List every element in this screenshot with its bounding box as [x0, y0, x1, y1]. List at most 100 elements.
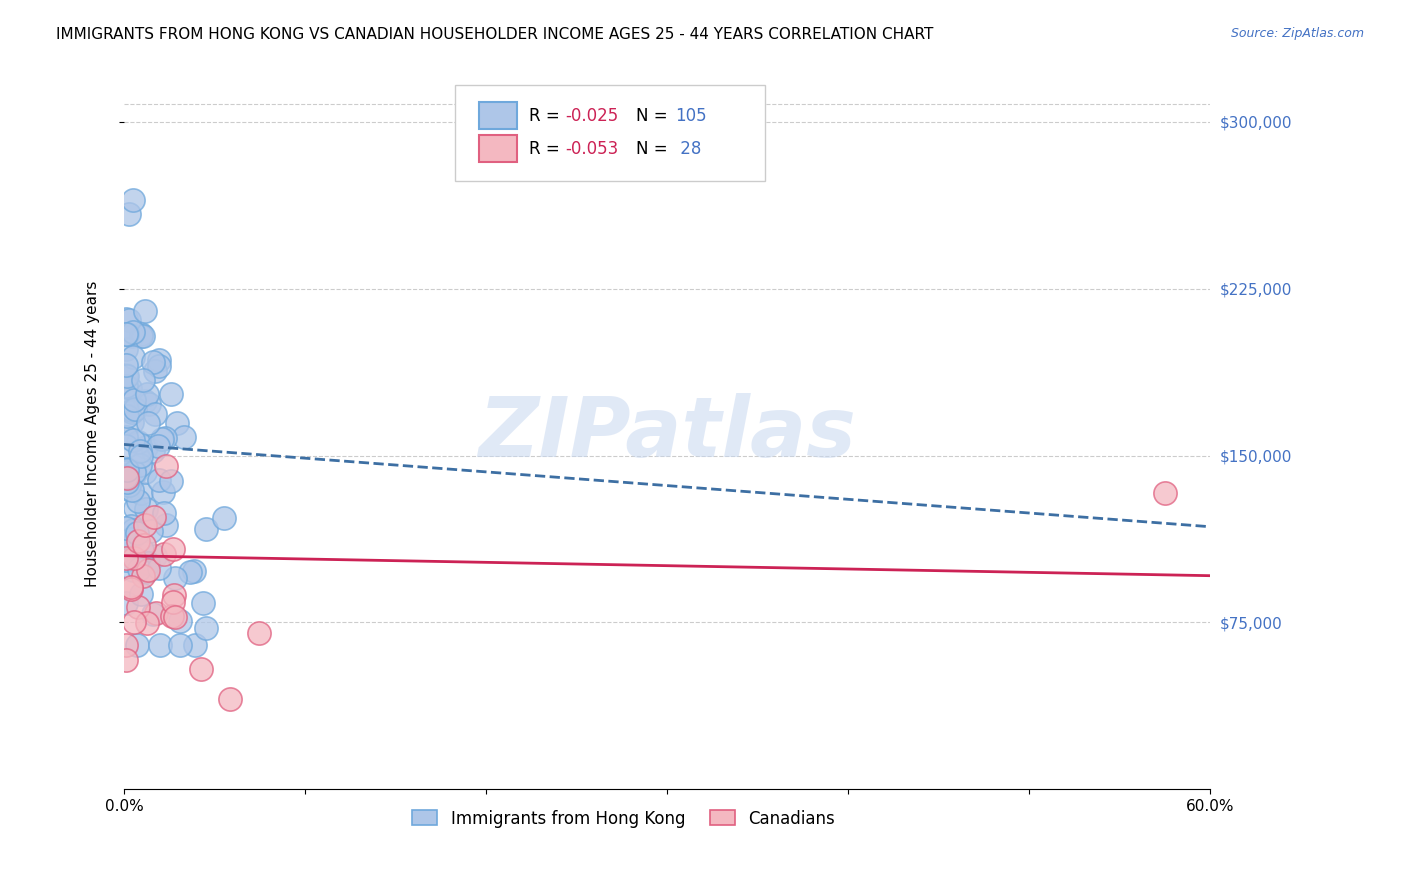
Point	[121, 483, 143, 498]
Point	[114, 470, 136, 484]
Point	[114, 430, 136, 444]
Point	[129, 443, 152, 458]
Point	[148, 352, 170, 367]
Text: IMMIGRANTS FROM HONG KONG VS CANADIAN HOUSEHOLDER INCOME AGES 25 - 44 YEARS CORR: IMMIGRANTS FROM HONG KONG VS CANADIAN HO…	[56, 27, 934, 42]
Point	[121, 329, 143, 343]
Point	[162, 542, 184, 557]
Legend: Immigrants from Hong Kong, Canadians: Immigrants from Hong Kong, Canadians	[405, 803, 842, 834]
Text: 28: 28	[675, 140, 702, 158]
Point	[129, 449, 152, 463]
Point	[155, 458, 177, 473]
Point	[163, 588, 186, 602]
Text: N =: N =	[636, 140, 672, 158]
Point	[115, 463, 138, 477]
Point	[131, 542, 153, 557]
Point	[117, 482, 139, 496]
Point	[118, 478, 141, 492]
Point	[148, 474, 170, 488]
Point	[152, 547, 174, 561]
Point	[124, 465, 146, 479]
Point	[143, 364, 166, 378]
Point	[134, 304, 156, 318]
Point	[120, 580, 142, 594]
Point	[159, 474, 181, 488]
Point	[121, 350, 143, 364]
Point	[134, 465, 156, 479]
Point	[122, 550, 145, 565]
Point	[132, 373, 155, 387]
Point	[190, 662, 212, 676]
Point	[128, 599, 150, 614]
Point	[169, 638, 191, 652]
Point	[120, 582, 142, 596]
Text: N =: N =	[636, 107, 672, 125]
Point	[165, 571, 187, 585]
Text: Source: ZipAtlas.com: Source: ZipAtlas.com	[1230, 27, 1364, 40]
Point	[124, 392, 146, 407]
Point	[127, 434, 149, 449]
Point	[115, 409, 138, 424]
Point	[142, 607, 165, 622]
Point	[124, 466, 146, 480]
Point	[129, 327, 152, 342]
Point	[131, 587, 153, 601]
Point	[121, 403, 143, 417]
Bar	[479, 135, 517, 162]
Point	[193, 597, 215, 611]
Point	[129, 329, 152, 343]
Point	[149, 638, 172, 652]
Text: R =: R =	[529, 140, 565, 158]
Point	[127, 638, 149, 652]
Point	[129, 458, 152, 472]
Point	[131, 329, 153, 343]
Point	[143, 407, 166, 421]
Point	[122, 563, 145, 577]
Point	[124, 401, 146, 416]
Point	[162, 595, 184, 609]
Point	[134, 518, 156, 533]
Point	[114, 342, 136, 356]
Point	[179, 565, 201, 579]
Point	[115, 439, 138, 453]
Point	[145, 606, 167, 620]
Point	[136, 417, 159, 431]
Point	[135, 386, 157, 401]
Point	[117, 467, 139, 482]
Point	[163, 609, 186, 624]
Point	[1154, 486, 1177, 500]
Point	[155, 518, 177, 533]
Point	[122, 433, 145, 447]
Point	[247, 625, 270, 640]
Point	[160, 387, 183, 401]
Point	[128, 561, 150, 575]
Point	[118, 477, 141, 491]
Point	[114, 596, 136, 610]
Point	[138, 397, 160, 411]
Point	[121, 415, 143, 429]
Point	[142, 443, 165, 458]
Point	[124, 500, 146, 515]
Point	[114, 638, 136, 652]
Point	[169, 614, 191, 628]
Bar	[479, 103, 517, 129]
Point	[150, 433, 173, 447]
Point	[142, 509, 165, 524]
Point	[120, 518, 142, 533]
Point	[135, 440, 157, 454]
Point	[114, 368, 136, 382]
Point	[114, 653, 136, 667]
Point	[135, 565, 157, 579]
Point	[118, 532, 141, 546]
FancyBboxPatch shape	[456, 85, 765, 181]
Point	[136, 563, 159, 577]
Point	[136, 615, 159, 630]
Text: -0.053: -0.053	[565, 140, 619, 158]
Point	[125, 525, 148, 540]
Point	[146, 439, 169, 453]
Point	[115, 465, 138, 479]
Point	[114, 521, 136, 535]
Point	[134, 394, 156, 409]
Point	[118, 382, 141, 396]
Point	[118, 207, 141, 221]
Point	[114, 326, 136, 341]
